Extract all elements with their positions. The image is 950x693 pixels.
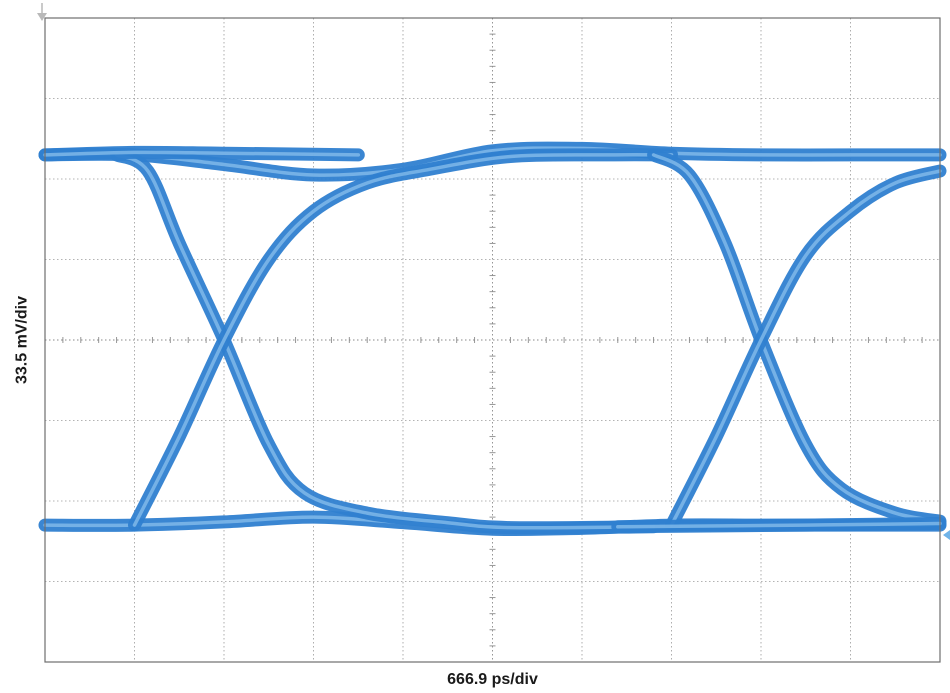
plot-frame xyxy=(44,17,941,663)
eye-traces xyxy=(38,141,947,537)
trigger-arrow-icon xyxy=(37,13,47,21)
x-axis-label: 666.9 ps/div xyxy=(447,671,538,688)
eye-trace-core-7 xyxy=(43,150,361,157)
eye-trace-core-5 xyxy=(651,153,942,523)
markers xyxy=(37,3,950,540)
y-axis-label: 33.5 mV/div xyxy=(14,296,31,384)
eye-trace-core-8 xyxy=(616,521,942,529)
eye-trace-core-3 xyxy=(114,153,656,530)
eye-trace-core-1 xyxy=(43,146,942,177)
ground-level-marker-icon xyxy=(943,530,950,540)
eye-trace-core-4 xyxy=(132,153,674,527)
graticule xyxy=(45,18,940,662)
eye-trace-core-6 xyxy=(669,169,942,527)
